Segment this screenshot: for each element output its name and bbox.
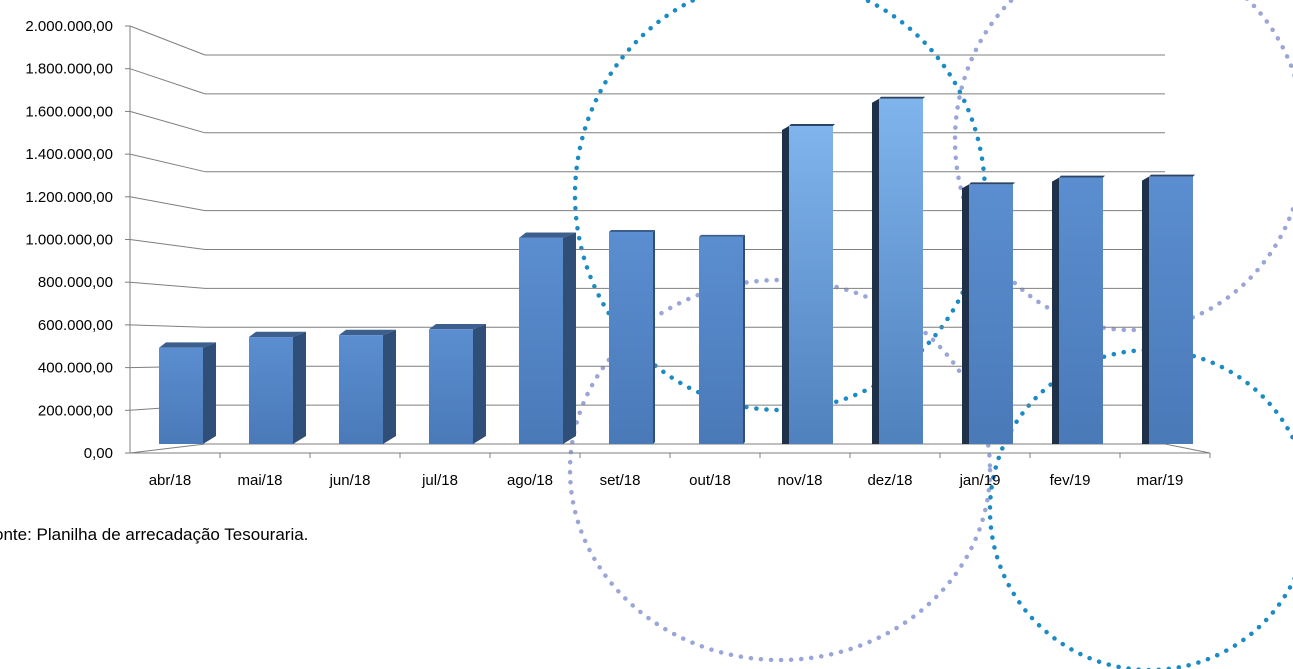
y-tick-label: 400.000,00 (38, 360, 113, 377)
y-tick-label: 1.400.000,00 (25, 146, 113, 163)
x-tick-label: fev/19 (1050, 472, 1091, 489)
x-tick-label: jan/19 (959, 472, 1001, 489)
bar-top (339, 329, 396, 336)
bar-side (563, 232, 576, 444)
y-tick-label: 800.000,00 (38, 274, 113, 291)
bar (519, 237, 563, 444)
y-axis-tick-labels: 0,00 200.000,00 400.000,00 600.000,00 800.00… (25, 18, 113, 462)
bar-side (383, 329, 396, 444)
x-tick-label: out/18 (689, 472, 731, 489)
bars (159, 96, 1195, 445)
gridline-diagonal (129, 281, 206, 289)
bar (339, 335, 383, 444)
y-tick-label: 0,00 (84, 445, 113, 462)
bar-top (1149, 174, 1195, 177)
bar (249, 337, 293, 444)
y-tick-label: 2.000.000,00 (25, 18, 113, 35)
bar (789, 126, 833, 445)
gridline-diagonal (129, 196, 206, 212)
y-tick-label: 1.600.000,00 (25, 103, 113, 120)
bar (609, 232, 653, 444)
x-tick-label: dez/18 (867, 472, 912, 489)
bar-top (429, 323, 486, 330)
x-tick-label: mai/18 (237, 472, 282, 489)
x-tick-label: abr/18 (149, 472, 192, 489)
bar-top (519, 232, 576, 238)
bar (699, 236, 743, 444)
bar-side (743, 234, 745, 444)
bar-top (699, 234, 745, 237)
bar (1149, 176, 1193, 444)
bar-side (782, 126, 789, 445)
x-tick-label: nov/18 (777, 472, 822, 489)
y-tick-label: 600.000,00 (38, 317, 113, 334)
bar (159, 347, 203, 444)
x-tick-label: jun/18 (329, 472, 371, 489)
source-note: onte: Planilha de arrecadação Tesouraria… (0, 525, 309, 544)
gridline-diagonal (129, 324, 206, 328)
x-tick-label: ago/18 (507, 472, 553, 489)
y-tick-label: 200.000,00 (38, 402, 113, 419)
gridline-diagonal (129, 239, 206, 250)
bar-side (962, 184, 969, 444)
bar-side (872, 98, 879, 444)
bar-side (1142, 176, 1149, 444)
bar-side (1052, 177, 1059, 444)
x-axis-tick-labels: abr/18 mai/18 jun/18 jul/18 ago/18 set/18 out/… (149, 453, 1211, 489)
decorative-circle (987, 347, 1293, 669)
x-tick-label: jul/18 (421, 472, 458, 489)
bar-side (653, 230, 655, 444)
bar-top (159, 342, 216, 348)
bar (1059, 177, 1103, 444)
bar-side (473, 323, 486, 444)
bar-top (249, 331, 306, 338)
gridline-diagonal (129, 25, 206, 56)
bar (969, 184, 1013, 444)
x-tick-label: mar/19 (1137, 472, 1184, 489)
y-tick-label: 1.800.000,00 (25, 61, 113, 78)
gridline-diagonal (129, 443, 206, 454)
gridline-diagonal (129, 153, 206, 173)
y-tick-label: 1.200.000,00 (25, 189, 113, 206)
bar-top (879, 96, 925, 99)
x-tick-label: set/18 (600, 472, 641, 489)
bar (429, 329, 473, 444)
bar-side (293, 331, 306, 444)
gridline-diagonal (129, 110, 206, 134)
floor-edge (1164, 443, 1211, 454)
bar-top (1059, 175, 1105, 178)
bar-top (789, 124, 835, 127)
bar (879, 98, 923, 444)
gridline-diagonal (129, 68, 206, 95)
decorative-circle (567, 277, 993, 663)
bar-top (609, 230, 655, 233)
y-tick-label: 1.000.000,00 (25, 232, 113, 249)
bar-top (969, 182, 1015, 185)
bar-side (203, 342, 216, 444)
